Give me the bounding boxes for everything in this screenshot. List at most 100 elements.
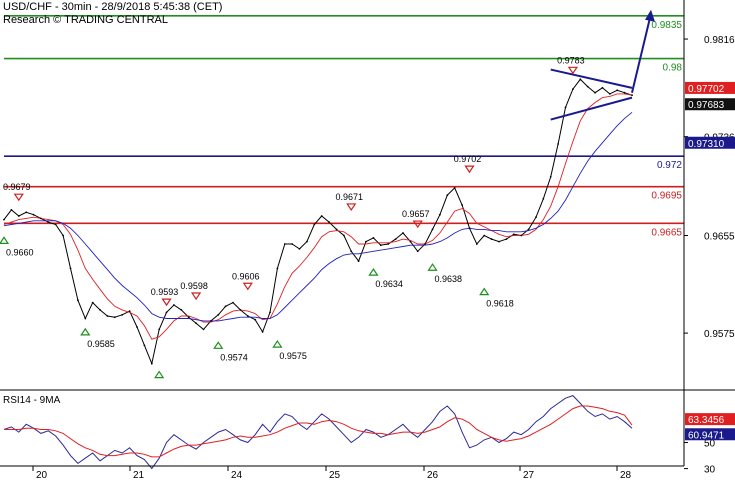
price-point <box>601 86 604 89</box>
price-point <box>498 240 500 243</box>
swing-low-marker <box>479 287 490 296</box>
swing-high-marker <box>412 220 423 229</box>
swing-high-label: 0.9783 <box>557 55 585 65</box>
price-point <box>387 243 390 245</box>
rsi-line-ma9 <box>4 405 633 458</box>
price-point <box>239 309 242 311</box>
swing-high-label: 0.9679 <box>3 182 31 192</box>
x-tick-label: 24 <box>231 470 243 480</box>
rsi-panel: RSI14 - 9MA 50 30 63.3456 60.9471 <box>3 395 735 476</box>
swing-low-marker <box>154 370 165 379</box>
price-point <box>549 176 552 178</box>
price-point <box>25 211 28 214</box>
price-point <box>512 233 515 236</box>
price-point <box>616 89 619 92</box>
y-tick-label: 0.9816 <box>704 35 735 46</box>
price-point <box>557 143 559 145</box>
price-point <box>335 228 338 231</box>
triangle-lower-line <box>550 96 633 121</box>
swing-high-label: 0.9702 <box>454 154 482 164</box>
swing-high-label: 0.9593 <box>151 287 179 297</box>
price-point <box>121 313 124 316</box>
price-tag-label: 0.97702 <box>688 84 725 95</box>
swing-high-marker <box>161 298 172 307</box>
rsi-line-rsi14 <box>3 395 633 470</box>
x-tick-label: 25 <box>329 470 341 480</box>
price-point <box>187 316 190 319</box>
level-label: 0.9665 <box>651 227 682 238</box>
x-tick-label: 27 <box>523 470 535 480</box>
swing-low-marker <box>272 340 283 348</box>
rsi-tag-label: 63.3456 <box>688 415 725 426</box>
price-point <box>520 234 523 237</box>
swing-high-marker <box>567 66 579 75</box>
swing-low-marker <box>80 327 91 336</box>
price-point <box>32 213 35 216</box>
x-tick-label: 21 <box>133 470 145 480</box>
price-point <box>210 320 212 322</box>
price-point <box>158 328 161 331</box>
x-tick-label: 26 <box>427 470 439 480</box>
price-point <box>424 243 426 245</box>
swing-low-marker <box>0 236 10 244</box>
price-point <box>468 227 471 230</box>
price-point <box>62 234 64 237</box>
price-point <box>483 234 486 237</box>
price-point <box>113 316 116 319</box>
swing-high-marker <box>464 165 475 174</box>
price-point <box>394 238 397 241</box>
price-point <box>313 223 316 226</box>
price-point <box>490 238 493 241</box>
support-resistance-levels: 0.9835 0.98 0.972 0.9695 0.9665 <box>4 15 684 238</box>
price-point <box>357 260 360 262</box>
series-line-price <box>3 78 633 366</box>
price-point <box>276 267 279 270</box>
price-tag-label: 0.97310 <box>688 139 725 150</box>
swing-low-marker <box>213 341 224 349</box>
price-point <box>254 318 257 321</box>
chart-credit: Research © TRADING CENTRAL <box>3 14 168 26</box>
price-point <box>402 232 404 234</box>
series-line-ma_fast <box>3 93 633 340</box>
rsi-title: RSI14 - 9MA <box>3 395 61 406</box>
price-point <box>77 299 79 302</box>
price-point <box>40 217 42 220</box>
price-point <box>306 240 308 243</box>
price-point <box>150 362 153 365</box>
price-point <box>283 243 286 245</box>
price-point <box>505 238 508 241</box>
price-point <box>535 216 537 219</box>
swing-high-marker <box>13 193 24 202</box>
price-point <box>409 240 412 243</box>
rsi-tag-bg <box>685 428 735 441</box>
price-point <box>586 85 589 88</box>
price-point <box>416 250 419 253</box>
price-point <box>106 315 109 317</box>
price-point <box>10 209 13 211</box>
triangle-pattern <box>550 9 655 121</box>
swing-low-label: 0.9574 <box>220 352 248 362</box>
price-tag-bg <box>685 136 735 149</box>
price-point <box>84 317 87 320</box>
rsi-tag-bg <box>685 413 735 426</box>
price-point <box>69 267 72 270</box>
swing-low-label: 0.9618 <box>486 299 514 309</box>
level-label: 0.9835 <box>651 20 682 31</box>
price-point <box>3 218 5 221</box>
price-tag-bg <box>685 81 735 94</box>
price-point <box>217 313 220 316</box>
price-point <box>453 187 456 189</box>
swing-low-marker <box>368 268 379 276</box>
swing-high-label: 0.9606 <box>232 271 260 281</box>
swing-high-marker <box>346 203 357 212</box>
swing-high-label: 0.9598 <box>180 281 208 291</box>
price-point <box>91 301 94 304</box>
price-point <box>195 322 198 325</box>
price-point <box>269 311 271 314</box>
price-point <box>328 221 330 224</box>
price-point <box>564 106 567 109</box>
price-point <box>246 315 249 317</box>
price-point <box>173 304 175 306</box>
y-tick-label: 0.9575 <box>704 329 735 340</box>
